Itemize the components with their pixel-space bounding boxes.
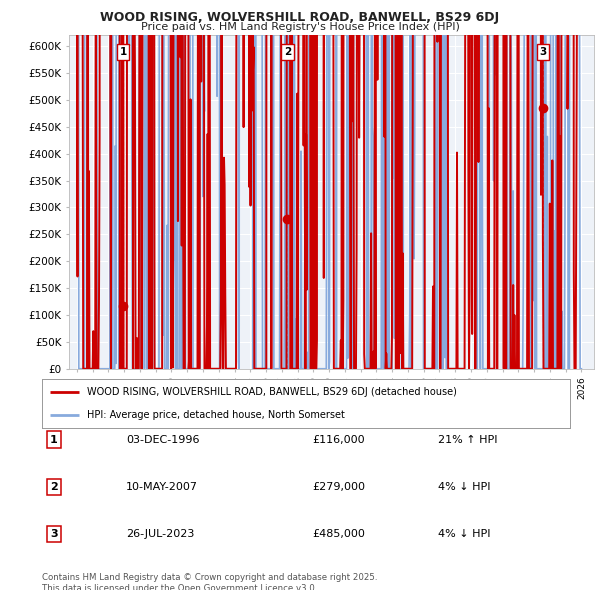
- Text: Price paid vs. HM Land Registry's House Price Index (HPI): Price paid vs. HM Land Registry's House …: [140, 22, 460, 32]
- Text: 4% ↓ HPI: 4% ↓ HPI: [438, 482, 491, 491]
- Text: 4% ↓ HPI: 4% ↓ HPI: [438, 529, 491, 539]
- Text: 1: 1: [50, 435, 58, 444]
- Text: 3: 3: [50, 529, 58, 539]
- Text: 2: 2: [50, 482, 58, 491]
- Text: WOOD RISING, WOLVERSHILL ROAD, BANWELL, BS29 6DJ (detached house): WOOD RISING, WOLVERSHILL ROAD, BANWELL, …: [87, 388, 457, 398]
- Text: 2: 2: [284, 47, 291, 57]
- Text: 1: 1: [119, 47, 127, 57]
- Text: £279,000: £279,000: [312, 482, 365, 491]
- Text: 3: 3: [539, 47, 547, 57]
- Text: HPI: Average price, detached house, North Somerset: HPI: Average price, detached house, Nort…: [87, 409, 345, 419]
- Text: 03-DEC-1996: 03-DEC-1996: [126, 435, 199, 444]
- Text: £116,000: £116,000: [312, 435, 365, 444]
- Text: 26-JUL-2023: 26-JUL-2023: [126, 529, 194, 539]
- Text: 10-MAY-2007: 10-MAY-2007: [126, 482, 198, 491]
- Text: £485,000: £485,000: [312, 529, 365, 539]
- Text: WOOD RISING, WOLVERSHILL ROAD, BANWELL, BS29 6DJ: WOOD RISING, WOLVERSHILL ROAD, BANWELL, …: [100, 11, 500, 24]
- Text: 21% ↑ HPI: 21% ↑ HPI: [438, 435, 497, 444]
- Text: Contains HM Land Registry data © Crown copyright and database right 2025.
This d: Contains HM Land Registry data © Crown c…: [42, 573, 377, 590]
